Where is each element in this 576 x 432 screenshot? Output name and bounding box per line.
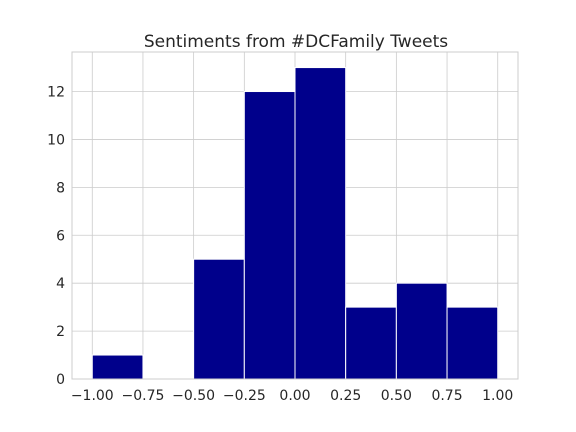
x-tick-label: 0.25: [330, 388, 361, 404]
histogram-bar: [243, 91, 296, 380]
x-tick-label: −1.00: [71, 388, 114, 404]
y-tick-label: 8: [56, 180, 65, 196]
histogram-bar: [395, 282, 448, 380]
y-tick-label: 2: [56, 324, 65, 340]
histogram-bar: [91, 354, 144, 380]
x-tick-label: 0.50: [381, 388, 412, 404]
plot-frame: [71, 51, 519, 380]
x-tick-labels: −1.00 −0.75 −0.50 −0.25 0.00 0.25 0.50 0.75 1.00: [71, 388, 513, 404]
histogram-bar: [193, 258, 245, 380]
x-tick-label: 0.00: [279, 388, 310, 404]
histogram-bar: [294, 67, 347, 380]
y-tick-label: 4: [56, 276, 65, 292]
x-tick-label: −0.75: [122, 388, 165, 404]
y-tick-label: 10: [47, 132, 65, 148]
y-tick-labels: 0 2 4 6 8 10 12: [47, 85, 65, 388]
y-tick-label: 12: [47, 85, 65, 101]
bar-layer: [91, 67, 499, 380]
x-tick-label: 0.75: [431, 388, 462, 404]
x-tick-label: −0.25: [223, 388, 266, 404]
y-tick-label: 0: [56, 372, 65, 388]
histogram-bar: [446, 306, 499, 380]
chart-title: Sentiments from #DCFamily Tweets: [144, 32, 448, 52]
x-tick-label: 1.00: [482, 388, 513, 404]
y-tick-label: 6: [56, 228, 65, 244]
x-tick-label: −0.50: [172, 388, 215, 404]
histogram-bar: [345, 306, 397, 380]
